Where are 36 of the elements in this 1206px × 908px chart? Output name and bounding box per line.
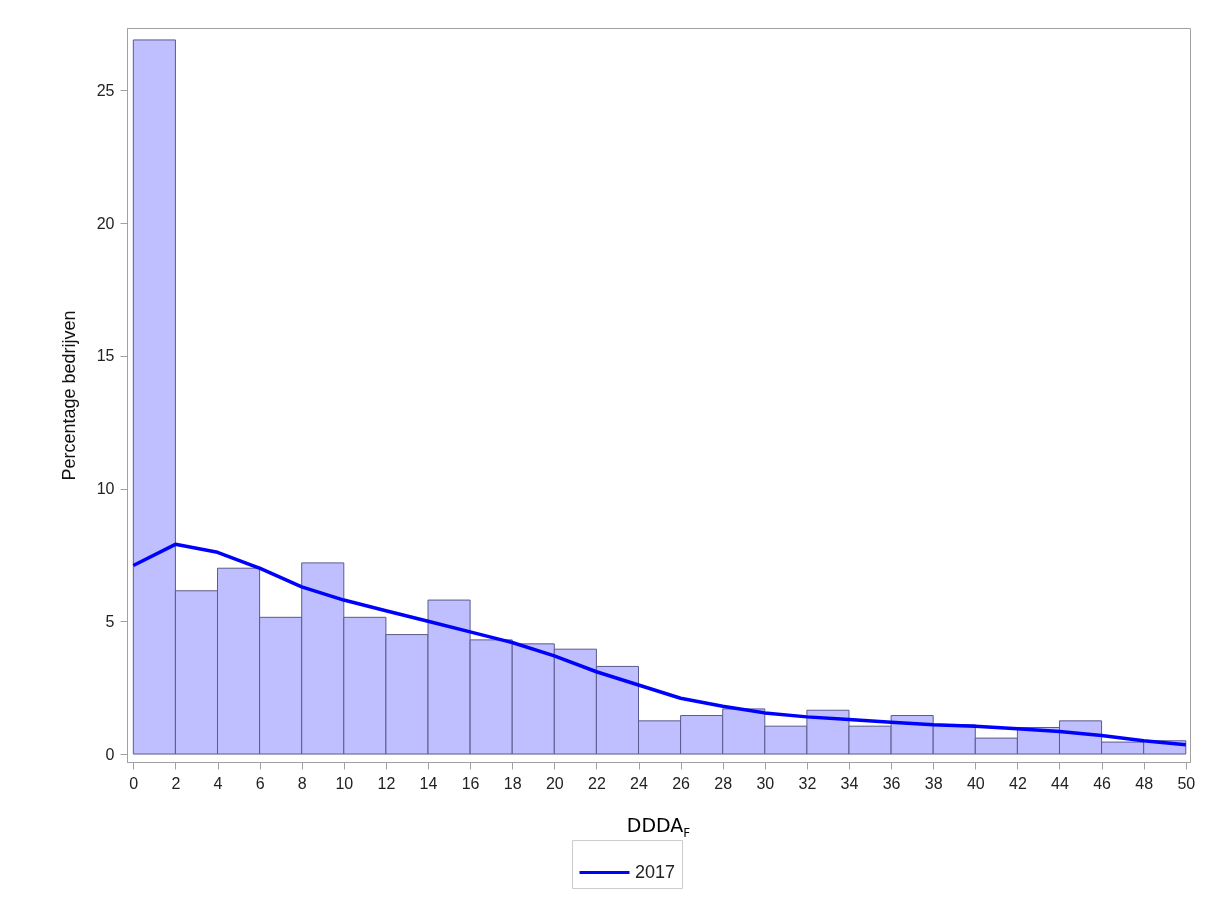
x-tick-label: 36 <box>882 774 901 792</box>
x-tick-label: 38 <box>924 774 943 792</box>
x-tick-label: 30 <box>756 774 775 792</box>
x-tick-label: 32 <box>798 774 817 792</box>
x-tick-label: 26 <box>672 774 691 792</box>
x-tick-label: 6 <box>255 774 265 792</box>
y-tick-label: 0 <box>105 745 115 763</box>
x-tick-label: 24 <box>630 774 648 792</box>
x-tick-label: 22 <box>588 774 606 792</box>
x-tick-label: 46 <box>1093 774 1112 792</box>
y-axis-title: Percentage bedrijven <box>58 310 79 481</box>
y-tick-label: 5 <box>105 612 115 630</box>
y-tick-label: 20 <box>96 214 115 232</box>
x-tick-label: 48 <box>1135 774 1154 792</box>
x-tick-label: 20 <box>545 774 564 792</box>
x-tick-label: 40 <box>966 774 985 792</box>
x-tick-label: 42 <box>1009 774 1027 792</box>
legend-label: 2017 <box>635 861 676 882</box>
x-tick-label: 28 <box>714 774 733 792</box>
y-tick-label: 10 <box>96 480 115 498</box>
x-tick-label: 0 <box>129 774 139 792</box>
x-tick-label: 10 <box>335 774 354 792</box>
x-tick-label: 50 <box>1177 774 1196 792</box>
x-tick-label: 16 <box>461 774 480 792</box>
y-tick-label: 15 <box>96 347 115 365</box>
x-tick-label: 14 <box>419 774 438 792</box>
x-tick-label: 4 <box>213 774 223 792</box>
y-tick-label: 25 <box>96 81 115 99</box>
x-tick-label: 12 <box>377 774 396 792</box>
x-tick-label: 44 <box>1051 774 1069 792</box>
x-tick-label: 34 <box>840 774 859 792</box>
line-series <box>131 542 1188 747</box>
x-tick-label: 8 <box>297 774 307 792</box>
x-axis-title: DDDA$_{F}$ <box>625 814 692 840</box>
x-tick-label: 2 <box>171 774 181 792</box>
x-tick-label: 18 <box>503 774 522 792</box>
